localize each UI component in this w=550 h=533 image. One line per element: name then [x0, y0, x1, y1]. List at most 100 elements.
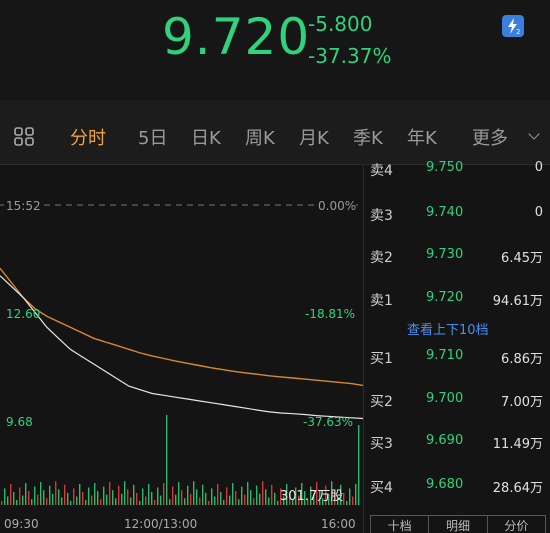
volume-bar — [163, 483, 165, 505]
volume-bar — [358, 425, 360, 505]
volume-bar — [235, 491, 237, 505]
volume-bar — [55, 481, 57, 505]
volume-bar — [112, 490, 114, 505]
low-pct-label: -37.63% — [303, 415, 354, 429]
volume-bar — [232, 483, 234, 505]
low-price-label: 9.68 — [6, 415, 33, 429]
volume-bar — [58, 489, 60, 505]
period-tab-bar: 分时 5日 日K 周K 月K 季K 年K 更多 — [0, 100, 550, 165]
volume-bar — [175, 494, 177, 505]
x-label-open: 09:30 — [4, 517, 39, 531]
tab-monthly-k[interactable]: 月K — [299, 128, 329, 149]
volume-bar — [253, 498, 255, 505]
volume-bar — [271, 484, 273, 505]
tab-5day[interactable]: 5日 — [138, 128, 168, 149]
tab-details[interactable]: 明细 — [429, 515, 488, 533]
book-row: 卖4 9.750 0 — [364, 160, 550, 180]
volume-bar — [319, 490, 321, 505]
volume-bar — [148, 483, 150, 505]
volume-bar — [202, 484, 204, 505]
book-volume: 6.86万 — [501, 352, 543, 367]
volume-bar — [145, 496, 147, 505]
volume-bar — [52, 493, 54, 505]
volume-bar — [4, 488, 6, 505]
see-10-levels-link[interactable]: 查看上下10档 — [407, 323, 489, 338]
book-price: 9.700 — [426, 391, 464, 406]
volume-bar — [265, 489, 267, 505]
book-row: 买1 9.710 6.86万 — [364, 348, 550, 368]
volume-bar — [64, 484, 66, 505]
book-row: 买2 9.700 7.00万 — [364, 391, 550, 411]
book-price: 9.710 — [426, 348, 464, 363]
book-side: 买4 — [370, 480, 393, 496]
volume-bar — [28, 491, 30, 505]
volume-bar — [313, 494, 315, 505]
volume-bar — [259, 493, 261, 505]
lightning-badge-icon[interactable]: 2 — [502, 15, 524, 37]
intraday-chart[interactable]: 15:52 0.00% 12.60 -18.81% 9.68 -37.63% 3… — [0, 165, 364, 533]
volume-bar — [340, 484, 342, 505]
book-volume: 94.61万 — [492, 294, 543, 309]
volume-bar — [13, 492, 15, 505]
tab-yearly-k[interactable]: 年K — [407, 128, 437, 149]
volume-bar — [169, 499, 171, 505]
volume-bar — [88, 487, 90, 505]
volume-bar — [262, 481, 264, 505]
book-bottom-tabs: 十档 明细 分价 — [370, 515, 546, 533]
book-side: 卖4 — [370, 163, 393, 179]
volume-bar — [256, 485, 258, 505]
book-price: 9.740 — [426, 205, 464, 220]
book-volume: 0 — [534, 160, 543, 175]
volume-bar — [31, 499, 33, 505]
volume-bar — [139, 501, 141, 505]
tab-intraday[interactable]: 分时 — [70, 128, 106, 149]
volume-bar — [268, 497, 270, 505]
volume-bar — [115, 498, 117, 505]
volume-bar — [22, 495, 24, 505]
volume-bar — [61, 497, 63, 505]
mid-pct-label: -18.81% — [305, 307, 356, 321]
book-price: 9.690 — [426, 433, 464, 448]
top-pct-label: 0.00% — [318, 199, 357, 213]
volume-bar — [337, 497, 339, 505]
volume-bar — [283, 496, 285, 505]
tab-price-distribution[interactable]: 分价 — [487, 515, 546, 533]
volume-bar — [130, 497, 132, 505]
book-row: 买3 9.690 11.49万 — [364, 433, 550, 453]
volume-bar — [244, 494, 246, 505]
grid-menu-icon[interactable] — [13, 127, 37, 147]
book-side: 卖3 — [370, 208, 393, 224]
volume-bar — [94, 483, 96, 505]
book-row: 卖1 9.720 94.61万 — [364, 290, 550, 310]
tab-quarterly-k[interactable]: 季K — [353, 128, 383, 149]
tab-daily-k[interactable]: 日K — [191, 128, 221, 149]
tab-ten-levels[interactable]: 十档 — [370, 515, 430, 533]
volume-bar — [157, 487, 159, 505]
volume-bar — [346, 501, 348, 505]
volume-bar — [310, 486, 312, 505]
volume-bar — [289, 492, 291, 505]
book-price: 9.730 — [426, 247, 464, 262]
volume-bar — [109, 482, 111, 505]
price-change: -5.800 — [308, 12, 373, 36]
volume-bar — [181, 490, 183, 505]
volume-bar — [91, 495, 93, 505]
volume-bar — [25, 483, 27, 505]
volume-bar — [307, 499, 309, 505]
volume-bar — [73, 488, 75, 505]
volume-bar — [16, 500, 18, 505]
volume-bar — [280, 488, 282, 505]
volume-bar — [82, 492, 84, 505]
volume-label: 301.7万股 — [280, 489, 344, 504]
book-side: 卖2 — [370, 250, 393, 266]
volume-bar — [151, 492, 153, 505]
volume-bar — [97, 491, 99, 505]
volume-bar — [79, 483, 81, 505]
tab-more[interactable]: 更多 — [472, 128, 508, 149]
book-row: 卖3 9.740 0 — [364, 205, 550, 225]
volume-bar — [355, 483, 357, 505]
volume-bar — [322, 498, 324, 505]
book-price: 9.720 — [426, 290, 464, 305]
top-time-label: 15:52 — [4, 199, 43, 213]
tab-weekly-k[interactable]: 周K — [245, 128, 275, 149]
